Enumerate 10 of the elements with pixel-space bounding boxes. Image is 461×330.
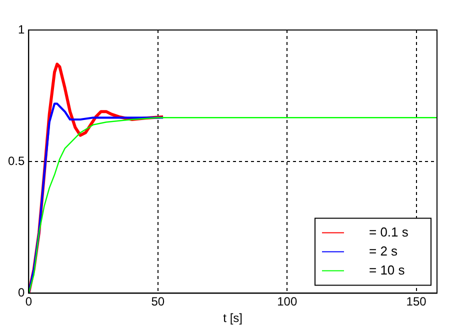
x-tick-label: 50: [151, 294, 165, 309]
y-tick-label: 0.5: [8, 154, 25, 168]
y-tick-label: 1: [18, 22, 25, 36]
x-axis-title: t [s]: [223, 311, 243, 326]
x-tick-label: 100: [277, 294, 298, 309]
legend-label: = 0.1 s: [369, 224, 409, 240]
x-tick-label: 150: [406, 294, 427, 309]
legend-label: = 2 s: [369, 243, 398, 258]
legend-label: = 10 s: [369, 262, 406, 278]
y-tick-label: 0: [18, 286, 25, 300]
